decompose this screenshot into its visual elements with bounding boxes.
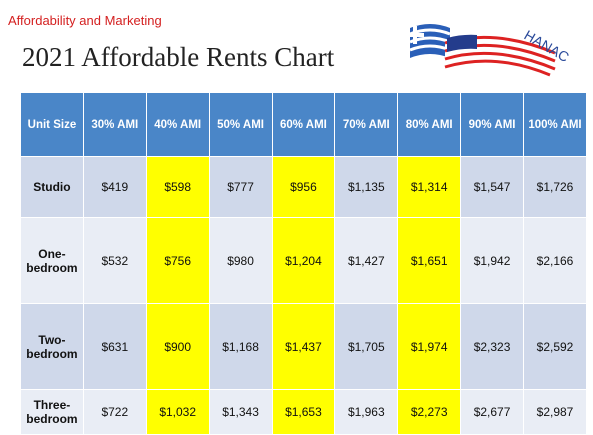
rent-cell: $1,705 — [334, 303, 399, 390]
table-row: Studio $419 $598 $777 $956 $1,135 $1,314 $1,547… — [20, 156, 587, 218]
rent-cell: $980 — [208, 217, 273, 304]
rent-cell: $900 — [145, 303, 210, 390]
rent-cell: $2,677 — [460, 389, 524, 435]
rent-cell: $1,032 — [145, 389, 210, 435]
rent-cell: $2,273 — [397, 389, 462, 435]
rent-cell: $2,987 — [523, 389, 587, 435]
header-row: Unit Size 30% AMI 40% AMI 50% AMI 60% AMI 70%… — [20, 92, 587, 157]
column-header: 40% AMI — [145, 92, 210, 157]
rent-cell: $777 — [208, 156, 273, 218]
rent-cell: $1,651 — [397, 217, 462, 304]
rent-cell: $1,343 — [208, 389, 273, 435]
rent-cell: $1,204 — [271, 217, 336, 304]
rent-cell: $1,726 — [523, 156, 587, 218]
row-label: Two-bedroom — [20, 303, 84, 390]
logo: HANAC — [408, 24, 572, 77]
table-row: Three-bedroom $722 $1,032 $1,343 $1,653 $1,96… — [20, 389, 587, 435]
rent-cell: $1,168 — [208, 303, 273, 390]
rent-cell: $2,166 — [523, 217, 587, 304]
rent-cell: $1,314 — [397, 156, 462, 218]
rent-cell: $419 — [82, 156, 147, 218]
rent-cell: $956 — [271, 156, 336, 218]
column-header: 90% AMI — [460, 92, 524, 157]
rent-cell: $631 — [82, 303, 147, 390]
title: 2021 Affordable Rents Chart — [22, 42, 335, 72]
rent-cell: $756 — [145, 217, 210, 304]
rent-cell: $1,963 — [334, 389, 399, 435]
column-header: Unit Size — [20, 92, 84, 157]
rent-cell: $598 — [145, 156, 210, 218]
flag-greece — [408, 24, 451, 58]
rent-cell: $1,653 — [271, 389, 336, 435]
rent-cell: $1,427 — [334, 217, 399, 304]
rent-cell: $532 — [82, 217, 147, 304]
column-header: 100% AMI — [523, 92, 587, 157]
rent-cell: $1,437 — [271, 303, 336, 390]
row-label: One-bedroom — [20, 217, 84, 304]
table-row: Two-bedroom $631 $900 $1,168 $1,437 $1,705 $1,… — [20, 303, 587, 390]
column-header: 50% AMI — [208, 92, 273, 157]
subtitle: Affordability and Marketing — [8, 13, 162, 28]
rent-cell: $1,942 — [460, 217, 524, 304]
flag-usa — [444, 34, 556, 77]
rent-cell: $1,974 — [397, 303, 462, 390]
rent-cell: $1,135 — [334, 156, 399, 218]
rent-cell: $1,547 — [460, 156, 524, 218]
column-header: 30% AMI — [82, 92, 147, 157]
rent-cell: $2,323 — [460, 303, 524, 390]
column-header: 70% AMI — [334, 92, 399, 157]
rent-cell: $2,592 — [523, 303, 587, 390]
rent-cell: $722 — [82, 389, 147, 435]
row-label: Studio — [20, 156, 84, 218]
column-header: 60% AMI — [271, 92, 336, 157]
table-row: One-bedroom $532 $756 $980 $1,204 $1,427 $1,65… — [20, 217, 587, 304]
column-header: 80% AMI — [397, 92, 462, 157]
rents-table: Unit Size 30% AMI 40% AMI 50% AMI 60% AMI 70%… — [20, 92, 587, 435]
